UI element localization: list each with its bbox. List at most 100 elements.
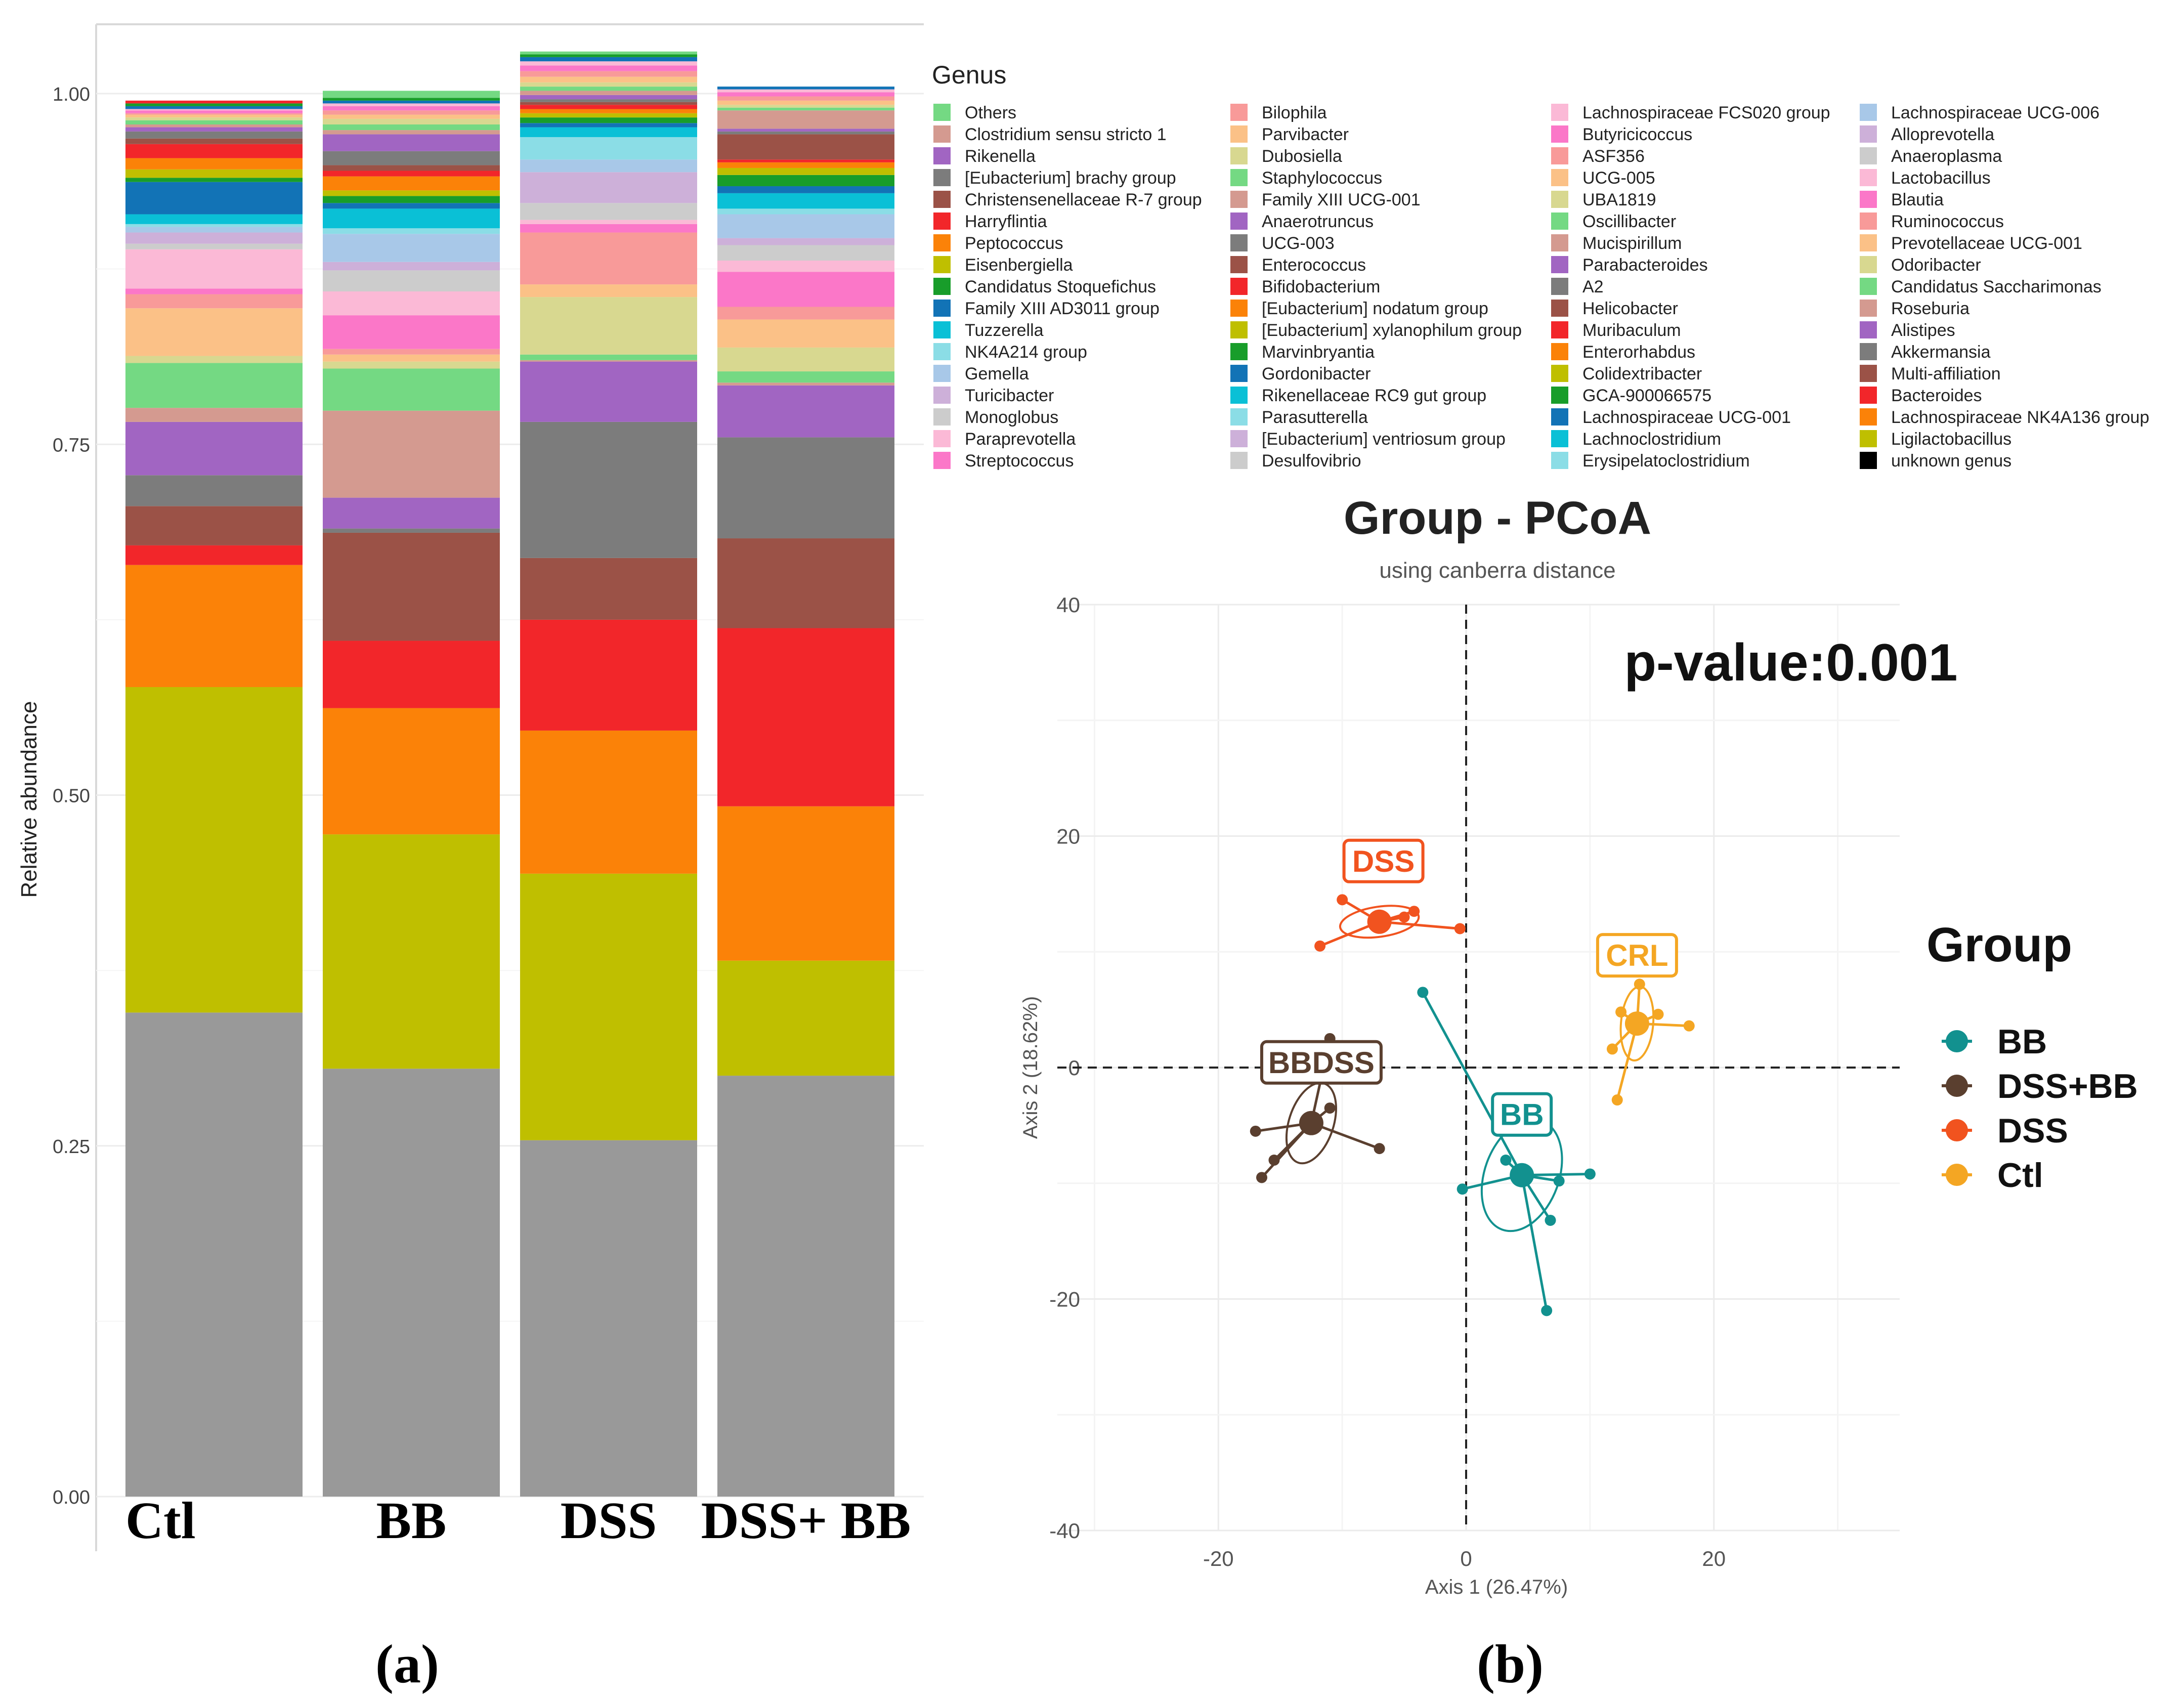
bar-segment-multi-affiliation	[520, 558, 697, 620]
bar-segment-gca-900066575	[520, 117, 697, 123]
bar-segment-lactobacillus	[520, 220, 697, 224]
legend-swatch	[1860, 256, 1877, 273]
legend-label: Eisenbergiella	[965, 256, 1073, 275]
legend-label: Parabacteroides	[1582, 256, 1708, 275]
legend-label: GCA-900066575	[1582, 386, 1711, 405]
legend-item: Colidextribacter	[1551, 364, 1702, 384]
legend-title: Group	[1926, 918, 2072, 972]
legend-swatch	[1551, 191, 1568, 208]
legend-item: NK4A214 group	[933, 343, 1087, 362]
legend-label: UBA1819	[1582, 190, 1656, 209]
bar-segment-lachnospiraceae-ucg-006	[520, 159, 697, 173]
bar-stack-bb	[323, 91, 500, 1497]
sample-point	[1268, 1155, 1280, 1166]
legend-label: Gordonibacter	[1262, 364, 1371, 384]
legend-swatch	[1551, 104, 1568, 121]
legend-item: Lachnospiraceae NK4A136 group	[1860, 408, 2149, 427]
bar-segment-gca-900066575	[323, 196, 500, 203]
bar-segment-lachnospiraceae-fcs020-group	[717, 89, 894, 93]
bar-segment-parabacteroides	[520, 95, 697, 100]
bar-segment-a2	[717, 131, 894, 135]
legend-swatch	[1551, 452, 1568, 469]
legend-label: DSS	[1997, 1112, 2068, 1150]
bar-segment-akkermansia	[323, 528, 500, 533]
bar-segment-uba1819	[520, 82, 697, 87]
y-tick-label: 0.50	[53, 786, 90, 807]
legend-swatch	[933, 365, 951, 382]
legend-label: [Eubacterium] xylanophilum group	[1262, 321, 1522, 340]
legend-swatch	[933, 125, 951, 143]
legend-swatch	[1230, 408, 1248, 426]
legend-swatch	[1551, 365, 1568, 382]
bar-segment-mucispirillum	[717, 110, 894, 129]
legend-label: Family XIII UCG-001	[1262, 190, 1421, 209]
legend-label: NK4A214 group	[965, 343, 1087, 362]
legend-swatch	[1551, 234, 1568, 251]
legend-label: Multi-affiliation	[1891, 364, 2001, 384]
bar-segment-alloprevotella	[520, 172, 697, 203]
legend-label: Alistipes	[1891, 321, 1955, 340]
sample-point	[1545, 1214, 1556, 1226]
legend-item: Enterococcus	[1230, 256, 1366, 275]
bar-segment-prevotellaceae-ucg-001	[520, 284, 697, 297]
x-category-label: DSS+ BB	[701, 1492, 911, 1550]
legend-label: Clostridium sensu stricto 1	[965, 125, 1167, 144]
y-axis-title: Relative abundance	[17, 701, 41, 898]
bar-segment-candidatus-saccharimonas	[717, 371, 894, 383]
group-bb: BB	[1417, 987, 1596, 1316]
legend-swatch	[1551, 430, 1568, 447]
bar-segment-oscillibacter	[520, 87, 697, 91]
bar-segment-alistipes	[520, 361, 697, 422]
legend-label: Alloprevotella	[1891, 125, 1994, 144]
group-label: BBDSS	[1268, 1046, 1375, 1080]
bar-segment-mucispirillum	[520, 91, 697, 95]
y-tick-label: 0.00	[53, 1487, 90, 1508]
legend-item: Family XIII AD3011 group	[933, 299, 1160, 318]
bar-segment-odoribacter	[520, 297, 697, 355]
bar-segment-helicobacter	[717, 134, 894, 160]
legend-item: [Eubacterium] ventriosum group	[1230, 430, 1506, 449]
bar-segment-ruminococcus	[717, 307, 894, 320]
legend-swatch	[1860, 212, 1877, 230]
legend-label: Colidextribacter	[1582, 364, 1702, 384]
y-tick-label: 1.00	[53, 84, 90, 105]
legend-swatch	[1230, 234, 1248, 251]
bar-segment-others	[323, 91, 500, 98]
legend-item: DSS	[1942, 1112, 2068, 1150]
bar-segment-lactobacillus	[717, 260, 894, 272]
sample-point	[1584, 1168, 1596, 1180]
bar-segment-lachnoclostridium	[125, 214, 303, 224]
plot-subtitle: using canberra distance	[1379, 558, 1615, 583]
legend-title: Genus	[932, 61, 1006, 89]
bar-segment-enterorhabdus	[323, 176, 500, 191]
bar-segment-helicobacter	[520, 102, 697, 105]
y-tick-label: 40	[1056, 593, 1080, 617]
legend-item: Candidatus Saccharimonas	[1860, 277, 2102, 296]
sample-point	[1324, 1102, 1336, 1114]
bar-segment-ruminococcus	[323, 349, 500, 355]
legend-item: Helicobacter	[1551, 299, 1678, 318]
x-category-label: Ctl	[125, 1492, 196, 1550]
legend-swatch	[1230, 125, 1248, 143]
legend-swatch	[1860, 169, 1877, 186]
bar-segment-ucg-005	[717, 100, 894, 105]
legend-label: Helicobacter	[1582, 299, 1678, 318]
bar-segment-unknown-genus	[323, 1069, 500, 1497]
legend-item: UBA1819	[1551, 190, 1656, 209]
bar-segment-roseburia	[520, 360, 697, 362]
bar-segment-bacteroides	[125, 545, 303, 565]
bar-segment-helicobacter	[323, 165, 500, 171]
legend-item: Ctl	[1942, 1156, 2043, 1195]
group-label-box	[1596, 933, 1678, 978]
legend-swatch	[1551, 147, 1568, 164]
y-axis-title: Axis 2 (18.62%)	[1019, 996, 1042, 1139]
bar-segment-unknown-genus	[125, 1012, 303, 1497]
bar-segment-alloprevotella	[717, 238, 894, 245]
legend-label: Lachnospiraceae NK4A136 group	[1891, 408, 2149, 427]
bar-segment-muribaculum	[125, 144, 303, 158]
legend-key-dot	[1946, 1075, 1968, 1097]
bar-segment-ucg-005	[520, 76, 697, 82]
legend-label: Mucispirillum	[1582, 234, 1682, 253]
y-tick-label: -40	[1049, 1519, 1080, 1543]
